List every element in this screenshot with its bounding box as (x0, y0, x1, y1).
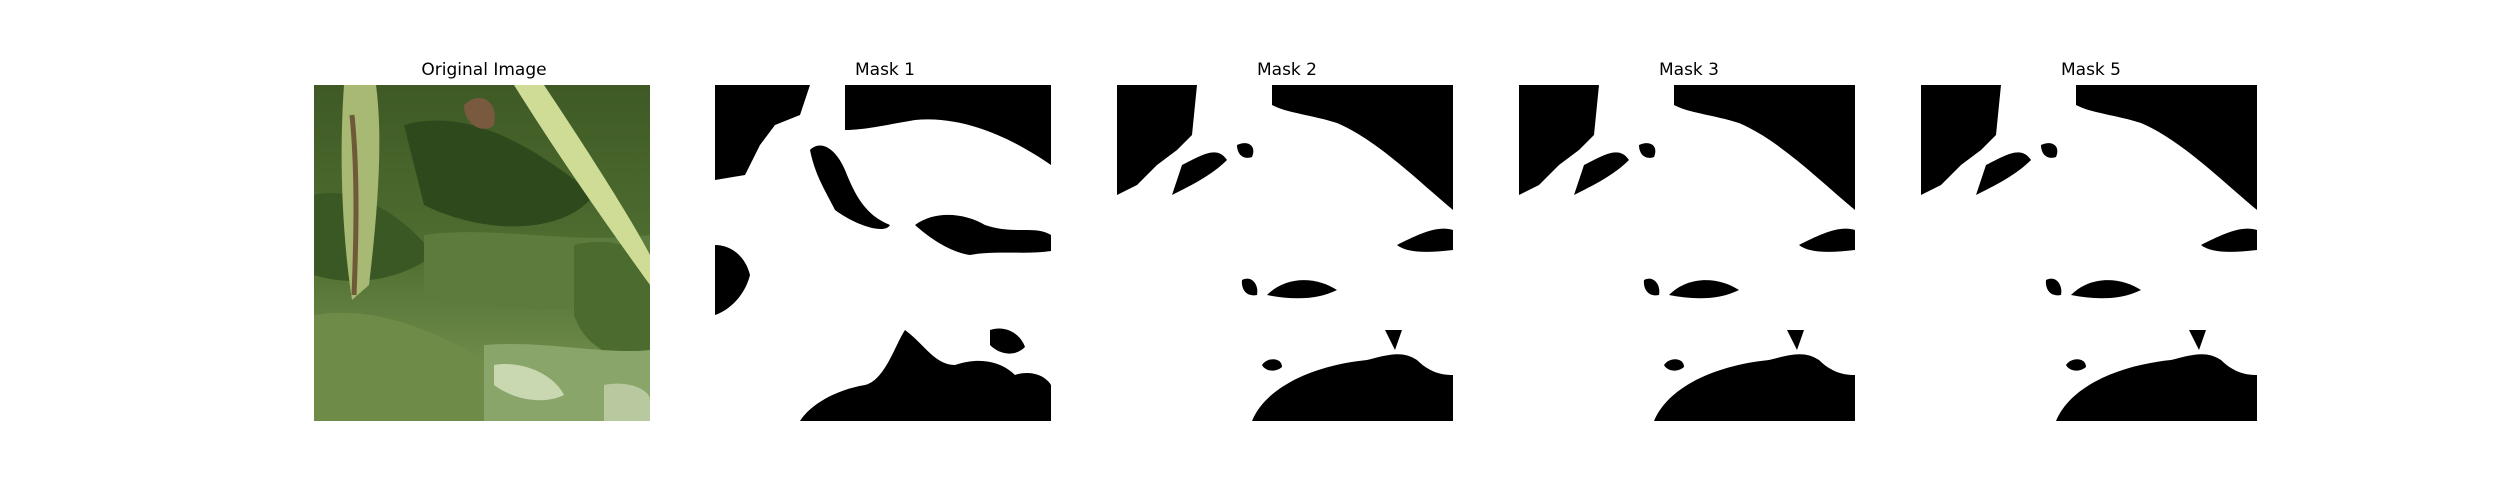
panel-mask-2: Mask 2 (1117, 0, 1457, 500)
mask-image (1921, 85, 2257, 421)
panel-mask-1: Mask 1 (715, 0, 1055, 500)
panel-title: Mask 3 (1658, 60, 1719, 80)
panel-title: Original Image (421, 60, 547, 80)
mask-image (1117, 85, 1453, 421)
panel-title: Mask 2 (1256, 60, 1317, 80)
panel-mask-5: Mask 5 (1921, 0, 2261, 500)
mask-image (715, 85, 1051, 421)
panel-original-image: Original Image (314, 0, 654, 500)
panel-title: Mask 1 (854, 60, 915, 80)
original-image (314, 85, 650, 421)
panel-mask-3: Mask 3 (1519, 0, 1859, 500)
panel-title: Mask 5 (2060, 60, 2121, 80)
mask-image (1519, 85, 1855, 421)
